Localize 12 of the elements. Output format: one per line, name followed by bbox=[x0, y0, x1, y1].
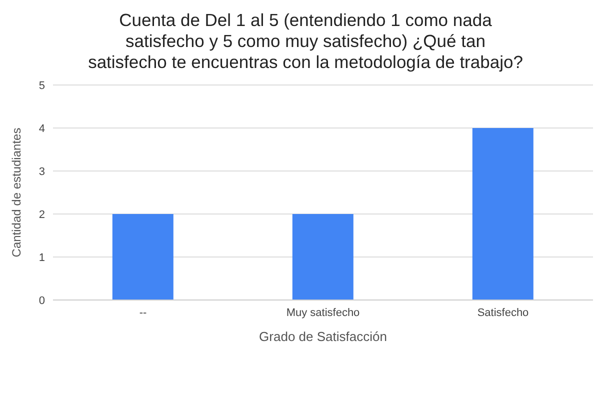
y-tick-label: 3 bbox=[38, 166, 45, 178]
y-axis-title: Cantidad de estudiantes bbox=[9, 128, 24, 258]
y-tick-label: 4 bbox=[38, 122, 45, 135]
y-tick-label: 5 bbox=[38, 80, 45, 92]
x-tick-label: Muy satisfecho bbox=[286, 306, 360, 319]
x-tick-label: -- bbox=[139, 306, 147, 319]
y-tick-label: 2 bbox=[38, 208, 45, 221]
y-tick-label: 0 bbox=[38, 294, 45, 307]
x-tick-label: Satisfecho bbox=[477, 306, 529, 319]
y-tick-label: 1 bbox=[38, 252, 45, 264]
chart-title: Cuenta de Del 1 al 5 (entendiendo 1 como nada satisfecho y 5 como muy satisfecho) ¿Qué tan satisfecho te encuentras con la metodología de trabajo? bbox=[87, 9, 524, 73]
x-axis-title: Grado de Satisfacción bbox=[259, 329, 387, 344]
